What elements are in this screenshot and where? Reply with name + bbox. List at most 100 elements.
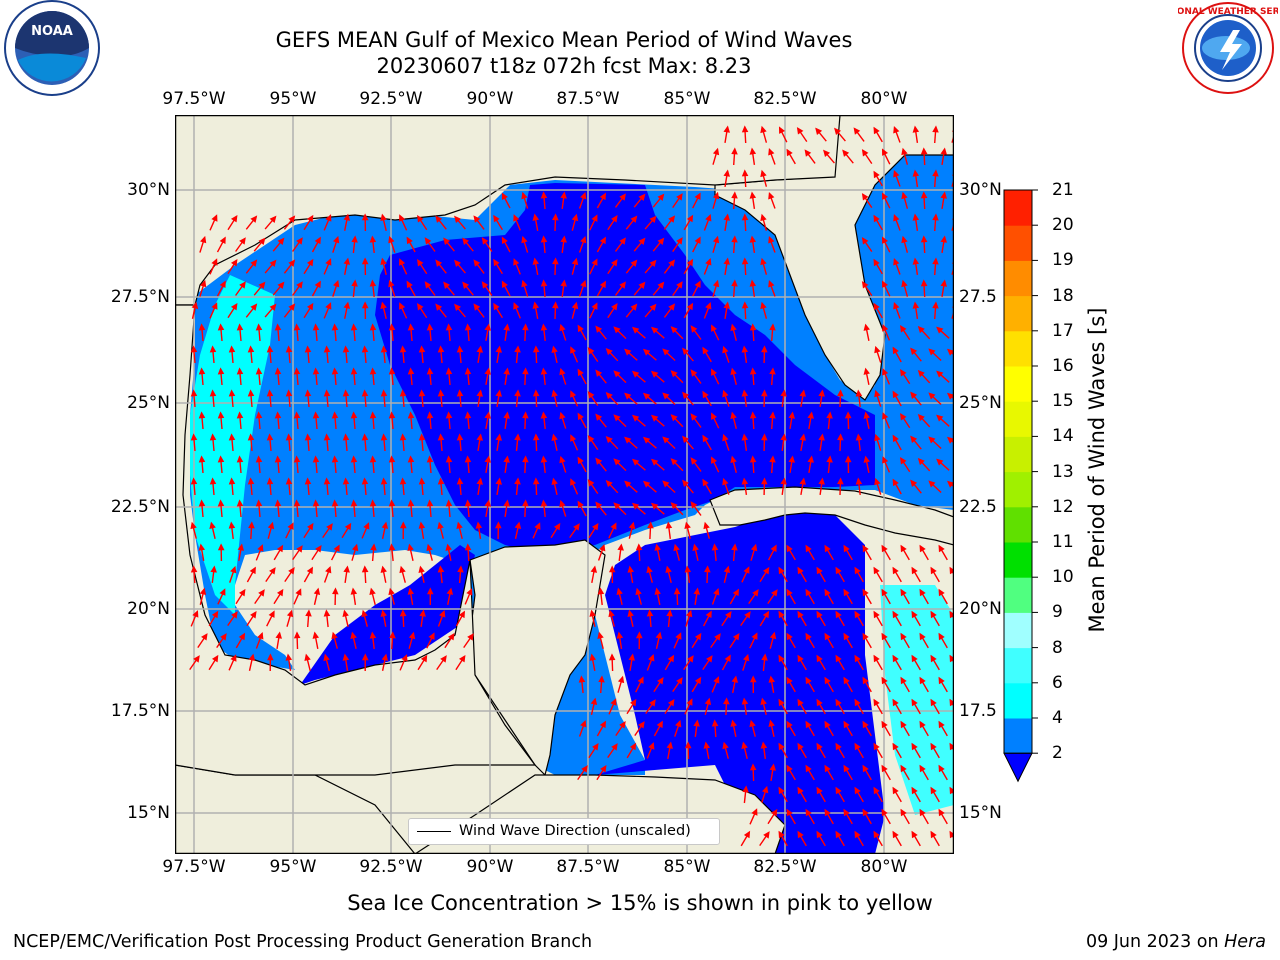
- wind-wave-arrowhead: [670, 370, 678, 378]
- wind-wave-arrowhead: [873, 302, 880, 311]
- wind-wave-arrowhead: [587, 347, 595, 355]
- wind-wave-arrowhead: [288, 567, 295, 575]
- wind-wave-arrowhead: [591, 302, 598, 310]
- wind-wave-arrowhead: [230, 654, 237, 662]
- wind-wave-arrowhead: [686, 302, 694, 311]
- wind-wave-arrowhead: [861, 281, 869, 289]
- wind-wave-arrowhead: [911, 610, 918, 619]
- wind-wave-arrowhead: [580, 235, 587, 244]
- wind-wave-arrowhead: [730, 367, 737, 376]
- wind-wave-arrowhead: [743, 653, 750, 662]
- wind-wave-arrowhead: [426, 323, 434, 331]
- wind-wave-arrowhead: [611, 258, 618, 267]
- wind-wave-arrowhead: [613, 414, 621, 422]
- wind-wave-arrowhead: [199, 587, 207, 596]
- wind-wave-arrowhead: [749, 763, 757, 771]
- wind-wave-arrowhead: [749, 719, 756, 728]
- wind-wave-arrowhead: [578, 675, 586, 683]
- wind-wave-arrowhead: [797, 654, 804, 663]
- wind-wave-arrowhead: [824, 764, 831, 773]
- us-gulf-coast-land: [175, 115, 841, 306]
- wind-wave-arrowhead: [495, 477, 502, 485]
- lat-tick-right: 17.5: [959, 701, 997, 721]
- wind-wave-arrowhead: [380, 301, 387, 310]
- wind-wave-arrowhead: [467, 633, 474, 641]
- wind-wave-arrowhead: [723, 565, 731, 574]
- wind-wave-arrowhead: [247, 477, 255, 485]
- wind-wave-arrowhead: [749, 455, 757, 463]
- wind-wave-arrowhead: [731, 235, 738, 243]
- wind-wave-arrowhead: [495, 345, 502, 353]
- wind-wave-arrowhead: [595, 369, 603, 377]
- wind-wave-arrowhead: [250, 303, 258, 311]
- wind-wave-arrowhead: [361, 257, 369, 265]
- wind-wave-arrowhead: [668, 215, 676, 223]
- wind-wave-arrowhead: [662, 392, 670, 400]
- wind-wave-arrowhead: [445, 455, 453, 463]
- wind-wave-arrowhead: [892, 478, 899, 487]
- wind-wave-arrowhead: [605, 436, 613, 444]
- wind-wave-arrowhead: [862, 676, 869, 685]
- wind-wave-arrowhead: [713, 587, 720, 596]
- wind-wave-arrowhead: [938, 764, 945, 773]
- wind-wave-arrowhead: [201, 633, 208, 641]
- wind-wave-arrowhead: [835, 786, 842, 795]
- wind-wave-arrowhead: [842, 149, 850, 157]
- wind-wave-arrowhead: [919, 720, 926, 729]
- wind-wave-arrowhead: [741, 433, 749, 441]
- wind-wave-arrowhead: [610, 698, 617, 706]
- wind-wave-arrowhead: [522, 367, 529, 375]
- wind-wave-arrowhead: [893, 301, 900, 310]
- wind-wave-arrowhead: [940, 235, 947, 243]
- colorbar-segment: [1004, 436, 1032, 473]
- wind-wave-arrowhead: [749, 411, 757, 419]
- wind-wave-arrowhead: [323, 477, 331, 485]
- wind-wave-arrowhead: [481, 281, 489, 289]
- wind-wave-arrowhead: [654, 543, 661, 551]
- wind-wave-arrowhead: [749, 191, 757, 199]
- wind-wave-arrowhead: [862, 720, 869, 729]
- colorbar-segment: [1004, 225, 1032, 261]
- colorbar-tick-label: 6: [1052, 672, 1063, 693]
- wind-wave-arrowhead: [684, 565, 692, 573]
- wind-wave-arrowhead: [501, 236, 508, 245]
- wind-wave-arrowhead: [332, 587, 339, 595]
- wind-wave-arrowhead: [823, 149, 831, 157]
- wind-wave-arrowhead: [805, 676, 812, 685]
- wind-wave-arrowhead: [560, 235, 567, 243]
- wind-wave-arrowhead: [464, 411, 472, 419]
- wind-wave-arrowhead: [805, 720, 812, 729]
- wind-wave-arrowhead: [910, 391, 918, 399]
- wind-wave-arrowhead: [919, 676, 926, 685]
- wind-wave-arrowhead: [610, 522, 617, 530]
- wind-wave-arrowhead: [656, 720, 663, 729]
- wind-wave-arrowhead: [464, 367, 472, 375]
- wind-wave-arrowhead: [910, 479, 918, 487]
- wind-wave-arrowhead: [577, 368, 584, 377]
- wind-wave-arrowhead: [493, 302, 500, 311]
- wind-wave-arrowhead: [406, 236, 413, 245]
- wind-wave-arrowhead: [532, 345, 540, 353]
- wind-wave-arrowhead: [219, 588, 226, 596]
- wind-wave-arrowhead: [676, 281, 683, 289]
- wind-wave-arrowhead: [624, 480, 632, 488]
- wind-wave-arrowhead: [577, 324, 584, 333]
- lat-tick-left: 30°N: [127, 180, 170, 200]
- wind-wave-arrowhead: [456, 345, 464, 353]
- wind-wave-arrowhead: [874, 433, 881, 442]
- wind-wave-arrowhead: [760, 257, 767, 266]
- wind-wave-arrowhead: [682, 479, 690, 487]
- wind-wave-arrowhead: [560, 191, 567, 199]
- wind-wave-arrowhead: [799, 477, 806, 485]
- wind-wave-arrowhead: [266, 389, 274, 397]
- wind-wave-arrowhead: [853, 127, 861, 135]
- wind-wave-arrowhead: [454, 215, 462, 223]
- wind-wave-arrowhead: [835, 610, 842, 619]
- wind-wave-arrowhead: [380, 609, 387, 617]
- wind-wave-arrowhead: [369, 499, 377, 507]
- wind-wave-arrowhead: [624, 392, 632, 400]
- wind-wave-arrowhead: [238, 588, 246, 597]
- wind-wave-arrowhead: [306, 214, 314, 223]
- wind-wave-arrowhead: [901, 191, 908, 200]
- wind-wave-arrowhead: [778, 830, 785, 839]
